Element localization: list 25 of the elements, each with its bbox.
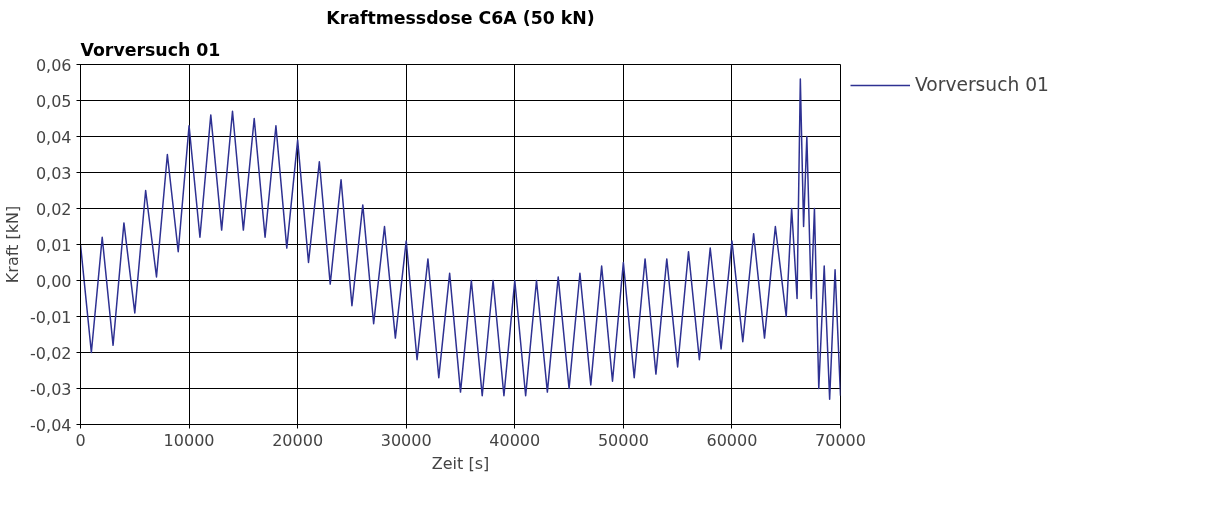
x-tick-label: 0 [75, 430, 86, 450]
chart-title: Kraftmessdose C6A (50 kN) [326, 7, 595, 28]
x-tick-label: 10000 [163, 430, 215, 450]
x-tick-label: 20000 [272, 430, 324, 450]
x-tick-label: 40000 [489, 430, 541, 450]
y-tick-label: -0,02 [30, 343, 72, 363]
y-tick-label: 0,02 [35, 199, 72, 219]
y-tick-label: 0,05 [35, 91, 72, 111]
y-tick-label: 0,06 [35, 55, 72, 75]
chart-subtitle: Vorversuch 01 [80, 39, 221, 60]
y-tick-label: 0,00 [35, 271, 72, 291]
y-tick-label: -0,01 [30, 307, 72, 327]
y-tick-label: -0,03 [30, 379, 72, 399]
y-tick-label: -0,04 [30, 415, 72, 435]
x-tick-label: 60000 [706, 430, 758, 450]
line-series [80, 78, 841, 401]
x-tick-label: 70000 [815, 430, 866, 450]
x-tick-label: 30000 [380, 430, 432, 450]
y-tick-label: 0,03 [35, 163, 72, 183]
y-tick-label: 0,01 [35, 235, 72, 255]
x-tick-label: 50000 [597, 430, 649, 450]
y-axis-title: Kraft [kN] [3, 205, 23, 284]
x-axis-title: Zeit [s] [431, 453, 490, 473]
legend-label: Vorversuch 01 [915, 74, 1049, 95]
y-tick-label: 0,04 [35, 127, 72, 147]
